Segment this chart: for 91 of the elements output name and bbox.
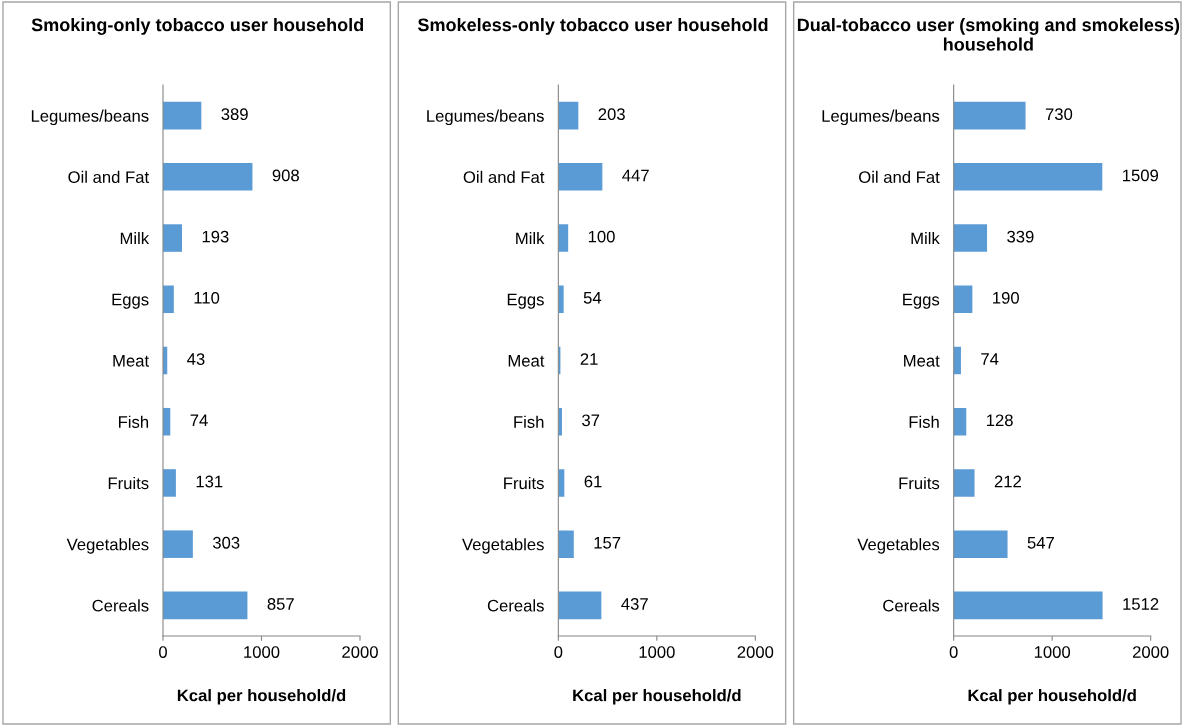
data-label: 193: [202, 230, 229, 243]
bar: [163, 285, 174, 314]
y-tick-label: Fish: [909, 415, 939, 428]
data-label: 447: [622, 169, 649, 182]
chart-title: Smoking-only tobacco user household: [31, 18, 364, 35]
chart-title: Dual-tobacco user (smoking and smokeless) household: [797, 18, 1180, 51]
x-axis-title: Kcal per household/d: [968, 689, 1136, 705]
y-tick-label: Eggs: [112, 293, 149, 309]
y-tick-label: Fish: [514, 415, 544, 428]
bar: [953, 469, 975, 497]
data-label: 547: [1027, 537, 1054, 549]
y-tick-label: Fruits: [899, 476, 940, 490]
y-tick-label: Vegetables: [66, 538, 149, 554]
y-tick-label: Oil and Fat: [859, 170, 940, 184]
bar: [163, 224, 183, 252]
bar: [163, 163, 253, 191]
y-tick-label: Legumes/beans: [31, 109, 149, 126]
y-tick-label: Milk: [911, 232, 940, 245]
data-label: 203: [598, 108, 625, 121]
bar: [558, 163, 603, 191]
y-tick-label: Oil and Fat: [463, 170, 545, 184]
bar: [558, 285, 564, 314]
y-tick-label: Meat: [113, 355, 149, 367]
bar: [558, 591, 602, 620]
data-label: 437: [621, 598, 648, 610]
data-label: 857: [267, 598, 294, 610]
y-tick-label: Legumes/beans: [822, 109, 940, 126]
y-tick-label: Vegetables: [857, 538, 940, 554]
y-tick-label: Cereals: [487, 599, 544, 612]
y-tick-label: Meat: [508, 355, 545, 367]
bar: [953, 101, 1026, 130]
bar: [953, 530, 1008, 558]
y-tick-label: Cereals: [92, 599, 149, 612]
bar: [953, 407, 967, 436]
x-tick-label: 1000: [639, 646, 675, 658]
data-label: 100: [588, 230, 615, 243]
data-label: 190: [993, 291, 1019, 304]
data-label: 131: [196, 475, 223, 488]
data-label: 37: [582, 414, 600, 427]
x-axis-title: Kcal per household/d: [573, 689, 741, 705]
bar: [163, 530, 193, 558]
bar: [953, 224, 988, 252]
bar: [953, 346, 961, 375]
data-label: 1512: [1123, 598, 1159, 610]
data-label: 339: [1007, 230, 1034, 243]
chart-title: Smokeless-only tobacco user household: [417, 18, 768, 35]
bar: [163, 469, 176, 497]
y-tick-label: Milk: [120, 232, 150, 245]
data-label: 43: [187, 353, 205, 365]
x-tick-label: 2000: [342, 646, 378, 658]
data-label: 74: [981, 353, 999, 365]
data-label: 1509: [1123, 169, 1159, 182]
data-label: 212: [994, 475, 1021, 488]
x-tick-label: 0: [554, 646, 563, 658]
y-tick-label: Fruits: [504, 476, 544, 490]
data-label: 128: [986, 414, 1013, 427]
x-tick-label: 2000: [737, 646, 774, 658]
y-tick-label: Vegetables: [462, 538, 544, 554]
data-label: 61: [584, 475, 602, 488]
y-tick-label: Legumes/beans: [427, 109, 544, 126]
data-label: 303: [212, 536, 240, 549]
data-label: 54: [583, 292, 602, 304]
bar: [558, 101, 579, 130]
x-tick-label: 1000: [1034, 646, 1071, 658]
bar: [558, 224, 569, 252]
data-label: 74: [190, 414, 208, 427]
data-label: 908: [272, 169, 299, 182]
x-tick-label: 0: [949, 646, 958, 658]
bar: [558, 530, 574, 558]
y-tick-label: Cereals: [883, 599, 940, 612]
x-tick-label: 2000: [1132, 646, 1169, 658]
data-label: 110: [194, 291, 220, 304]
bar: [953, 163, 1103, 191]
x-axis-title: Kcal per household/d: [177, 689, 346, 705]
y-tick-label: Meat: [904, 355, 940, 367]
bar: [163, 591, 248, 620]
x-tick-label: 1000: [244, 646, 280, 658]
y-tick-label: Eggs: [507, 293, 544, 309]
data-label: 730: [1045, 108, 1073, 121]
y-tick-label: Eggs: [903, 293, 940, 309]
data-label: 157: [594, 537, 621, 549]
y-tick-label: Oil and Fat: [68, 170, 149, 184]
data-label: 21: [580, 353, 598, 365]
y-tick-label: Milk: [516, 232, 545, 245]
x-tick-label: 0: [159, 646, 167, 658]
data-label: 389: [221, 108, 248, 121]
bar: [953, 591, 1103, 620]
bar: [163, 101, 202, 130]
y-tick-label: Fish: [118, 415, 149, 428]
bar: [953, 285, 973, 314]
y-tick-label: Fruits: [108, 476, 149, 490]
